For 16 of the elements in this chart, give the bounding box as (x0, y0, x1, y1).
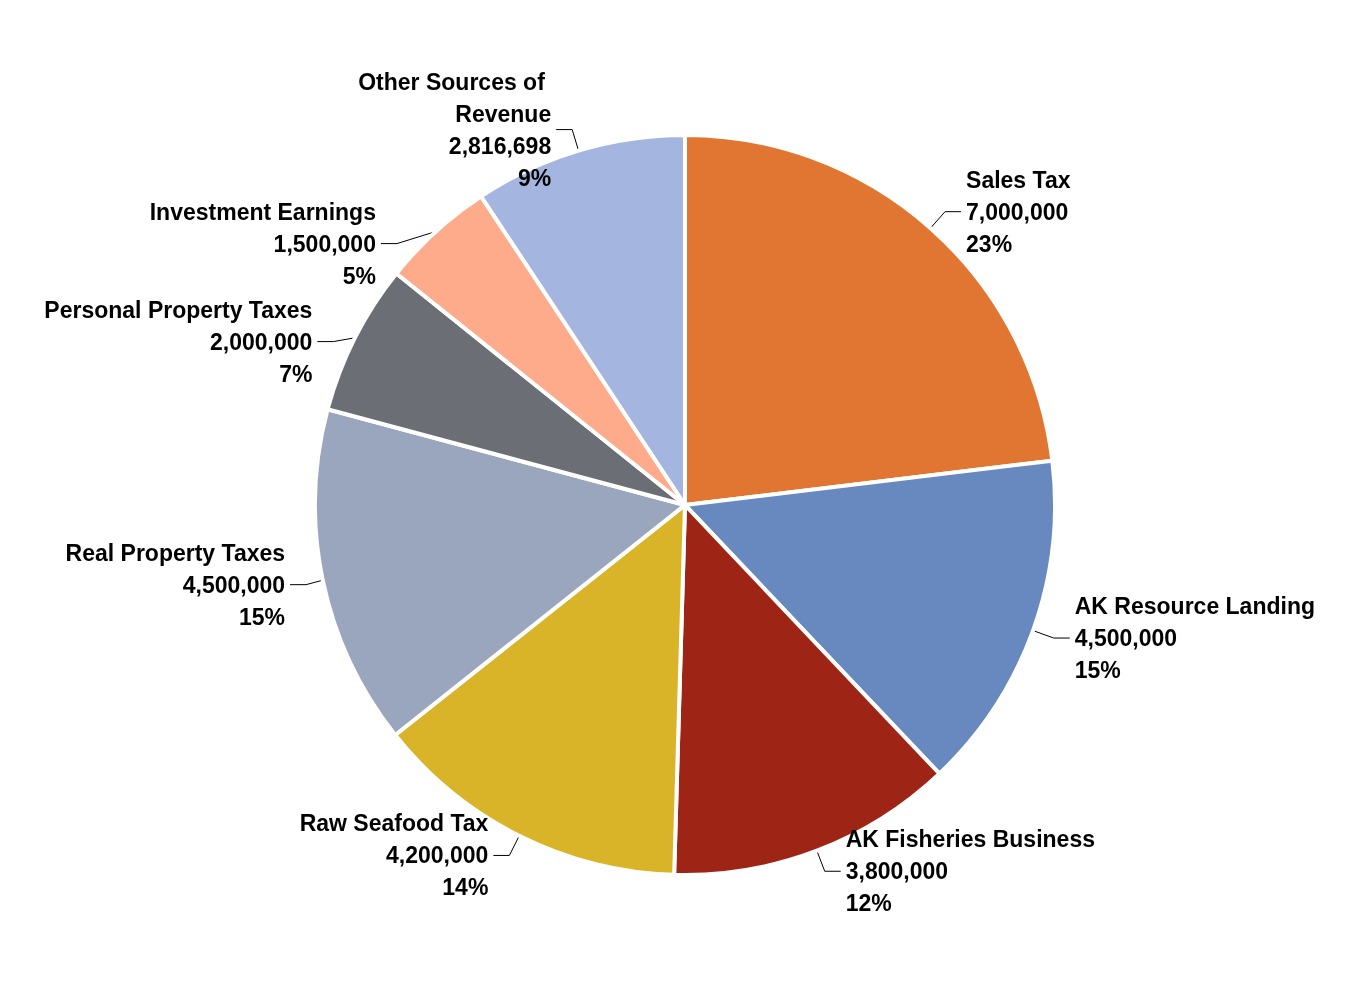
data-label: 7,000,000 23% (966, 198, 1069, 257)
data-label: 4,200,000 14% (386, 842, 489, 901)
data-label: 2,000,000 7% (210, 328, 313, 387)
slice-label: Raw Seafood Tax (299, 810, 489, 837)
data-label: 1,500,000 5% (273, 230, 376, 289)
slice-label: Personal Property Taxes (44, 296, 313, 323)
data-label: 2,816,698 9% (448, 132, 552, 191)
slice-label: AK Resource Landing (1074, 593, 1315, 620)
data-label: 4,500,000 15% (182, 571, 286, 630)
slice-label: Real Property Taxes (65, 539, 286, 566)
data-label: 3,800,000 12% (845, 858, 949, 917)
slice-label: Other Sources of Revenue (358, 68, 552, 127)
slice-label: Investment Earnings (149, 198, 376, 225)
data-label: 4,500,000 15% (1074, 625, 1178, 684)
slice-label: AK Fisheries Business (845, 826, 1095, 853)
slice-label: Sales Tax (966, 166, 1071, 193)
